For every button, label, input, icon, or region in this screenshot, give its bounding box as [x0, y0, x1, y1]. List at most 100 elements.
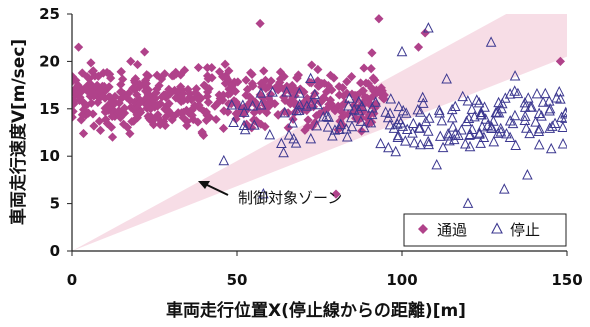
data-point-stop	[412, 103, 424, 115]
data-point-pass	[135, 79, 145, 89]
data-point-pass	[282, 81, 292, 91]
x-tick-label: 50	[227, 271, 248, 289]
data-point-pass	[330, 106, 340, 116]
data-point-stop	[228, 116, 239, 127]
data-point-pass	[264, 93, 274, 103]
data-point-stop	[507, 117, 519, 129]
data-point-pass	[245, 92, 255, 102]
data-point-stop	[290, 137, 302, 148]
data-point-pass	[78, 105, 89, 115]
data-point-stop	[370, 96, 381, 107]
data-point-pass	[143, 98, 153, 109]
x-tick-label: 0	[67, 271, 77, 289]
data-point-pass	[241, 90, 251, 100]
data-point-pass	[95, 86, 105, 96]
data-point-stop	[447, 121, 459, 132]
data-point-stop	[478, 131, 490, 142]
data-point-pass	[275, 67, 286, 77]
data-point-pass	[374, 14, 384, 24]
data-point-stop	[318, 111, 329, 122]
data-point-pass	[72, 95, 79, 105]
data-point-pass	[259, 66, 269, 76]
data-point-pass	[265, 89, 276, 99]
data-point-stop	[306, 98, 317, 109]
data-point-stop	[475, 106, 487, 117]
data-point-stop	[309, 88, 321, 100]
data-point-pass	[72, 85, 79, 95]
data-point-stop	[375, 137, 386, 149]
data-point-stop	[510, 139, 522, 150]
data-point-pass	[255, 106, 265, 116]
data-point-stop	[434, 130, 446, 141]
data-point-pass	[303, 115, 313, 125]
data-point-pass	[211, 114, 221, 125]
data-point-pass	[362, 93, 372, 103]
data-point-stop	[355, 115, 367, 126]
data-point-stop	[400, 107, 412, 118]
data-point-stop	[341, 131, 353, 142]
data-point-stop	[545, 142, 557, 154]
data-point-pass	[334, 90, 344, 100]
data-point-pass	[115, 112, 126, 123]
data-point-pass	[194, 93, 204, 104]
data-point-pass	[299, 87, 309, 97]
data-point-pass	[359, 63, 369, 73]
data-point-stop	[384, 119, 396, 130]
data-point-stop	[239, 123, 251, 135]
data-point-pass	[310, 118, 320, 128]
data-point-stop	[267, 86, 278, 97]
data-point-pass	[135, 107, 146, 118]
data-point-stop	[493, 96, 504, 108]
data-point-pass	[261, 83, 271, 94]
data-point-stop	[356, 100, 368, 111]
data-point-stop	[495, 126, 507, 137]
data-point-stop	[462, 95, 474, 106]
data-point-pass	[323, 103, 333, 113]
data-point-pass	[214, 97, 224, 107]
data-point-stop	[519, 101, 531, 112]
data-point-stop	[258, 188, 269, 199]
data-point-stop	[334, 123, 345, 135]
data-point-stop	[504, 131, 516, 143]
data-point-stop	[366, 108, 378, 120]
data-point-stop	[555, 93, 566, 104]
data-point-pass	[190, 100, 200, 111]
data-point-pass	[363, 79, 373, 89]
data-point-stop	[321, 110, 333, 121]
annotation-arrow-head	[198, 181, 210, 189]
data-point-pass	[176, 91, 186, 101]
data-point-stop	[488, 135, 500, 147]
data-point-stop	[544, 122, 556, 133]
data-point-pass	[142, 70, 152, 80]
data-point-stop	[486, 121, 497, 132]
data-point-stop	[557, 121, 567, 132]
data-point-stop	[520, 122, 532, 133]
y-tick-label: 25	[39, 5, 60, 23]
data-point-pass	[290, 107, 300, 118]
data-point-pass	[132, 110, 142, 120]
data-point-stop	[390, 145, 402, 157]
data-point-pass	[74, 82, 84, 92]
data-point-pass	[340, 98, 350, 108]
data-point-stop	[311, 119, 323, 131]
data-point-pass	[264, 81, 274, 92]
data-point-stop	[423, 138, 435, 150]
data-point-pass	[199, 80, 209, 90]
data-point-stop	[407, 127, 418, 138]
data-point-stop	[509, 70, 521, 81]
data-point-stop	[353, 104, 365, 116]
data-point-pass	[227, 81, 238, 91]
data-point-pass	[203, 97, 213, 107]
data-point-stop	[486, 122, 497, 133]
data-point-stop	[512, 87, 524, 99]
data-point-pass	[327, 85, 337, 95]
data-point-stop	[322, 121, 334, 132]
data-point-pass	[356, 126, 367, 136]
data-point-pass	[308, 102, 319, 112]
data-point-stop	[551, 92, 562, 103]
data-point-stop	[382, 111, 394, 123]
data-point-pass	[201, 107, 211, 117]
data-point-pass	[356, 100, 366, 110]
data-point-stop	[291, 104, 302, 116]
